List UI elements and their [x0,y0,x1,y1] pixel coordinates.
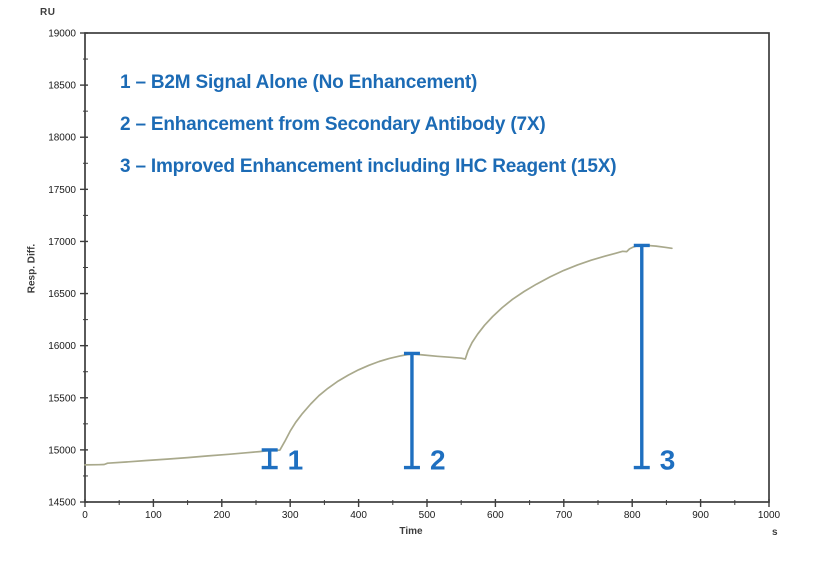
x-axis-unit-label: s [772,527,778,538]
y-tick-label: 15500 [48,393,76,404]
x-tick-label: 600 [487,510,504,521]
annotation-line-2: 2 – Enhancement from Secondary Antibody … [120,114,546,135]
y-tick-label: 17500 [48,185,76,196]
y-tick-label: 16500 [48,289,76,300]
y-axis-unit-label: RU [40,7,56,18]
plot-frame [84,32,770,503]
y-axis-title: Resp. Diff. [26,243,38,294]
x-tick-label: 700 [555,510,572,521]
y-tick-label: 16000 [48,341,76,352]
marker-3-number: 3 [660,445,676,476]
y-tick-label: 17000 [48,237,76,248]
x-tick-label: 200 [213,510,230,521]
x-tick-label: 900 [692,510,709,521]
y-tick-label: 19000 [48,29,76,40]
x-axis-title: Time [399,526,423,537]
sensorgram-curve [84,244,673,466]
annotation-line-1: 1 – B2M Signal Alone (No Enhancement) [120,72,478,93]
x-tick-label: 400 [350,510,367,521]
x-tick-label: 100 [145,510,162,521]
x-tick-label: 800 [624,510,641,521]
x-tick-label: 300 [282,510,299,521]
marker-1-number: 1 [288,445,304,476]
annotation-line-3: 3 – Improved Enhancement including IHC R… [120,156,617,177]
x-tick-label: 500 [419,510,436,521]
y-tick-label: 15000 [48,445,76,456]
marker-2-number: 2 [430,445,446,476]
y-tick-label: 18500 [48,81,76,92]
x-tick-label: 0 [82,510,88,521]
x-tick-label: 1000 [758,510,781,521]
y-tick-label: 18000 [48,133,76,144]
y-tick-label: 14500 [48,498,76,509]
